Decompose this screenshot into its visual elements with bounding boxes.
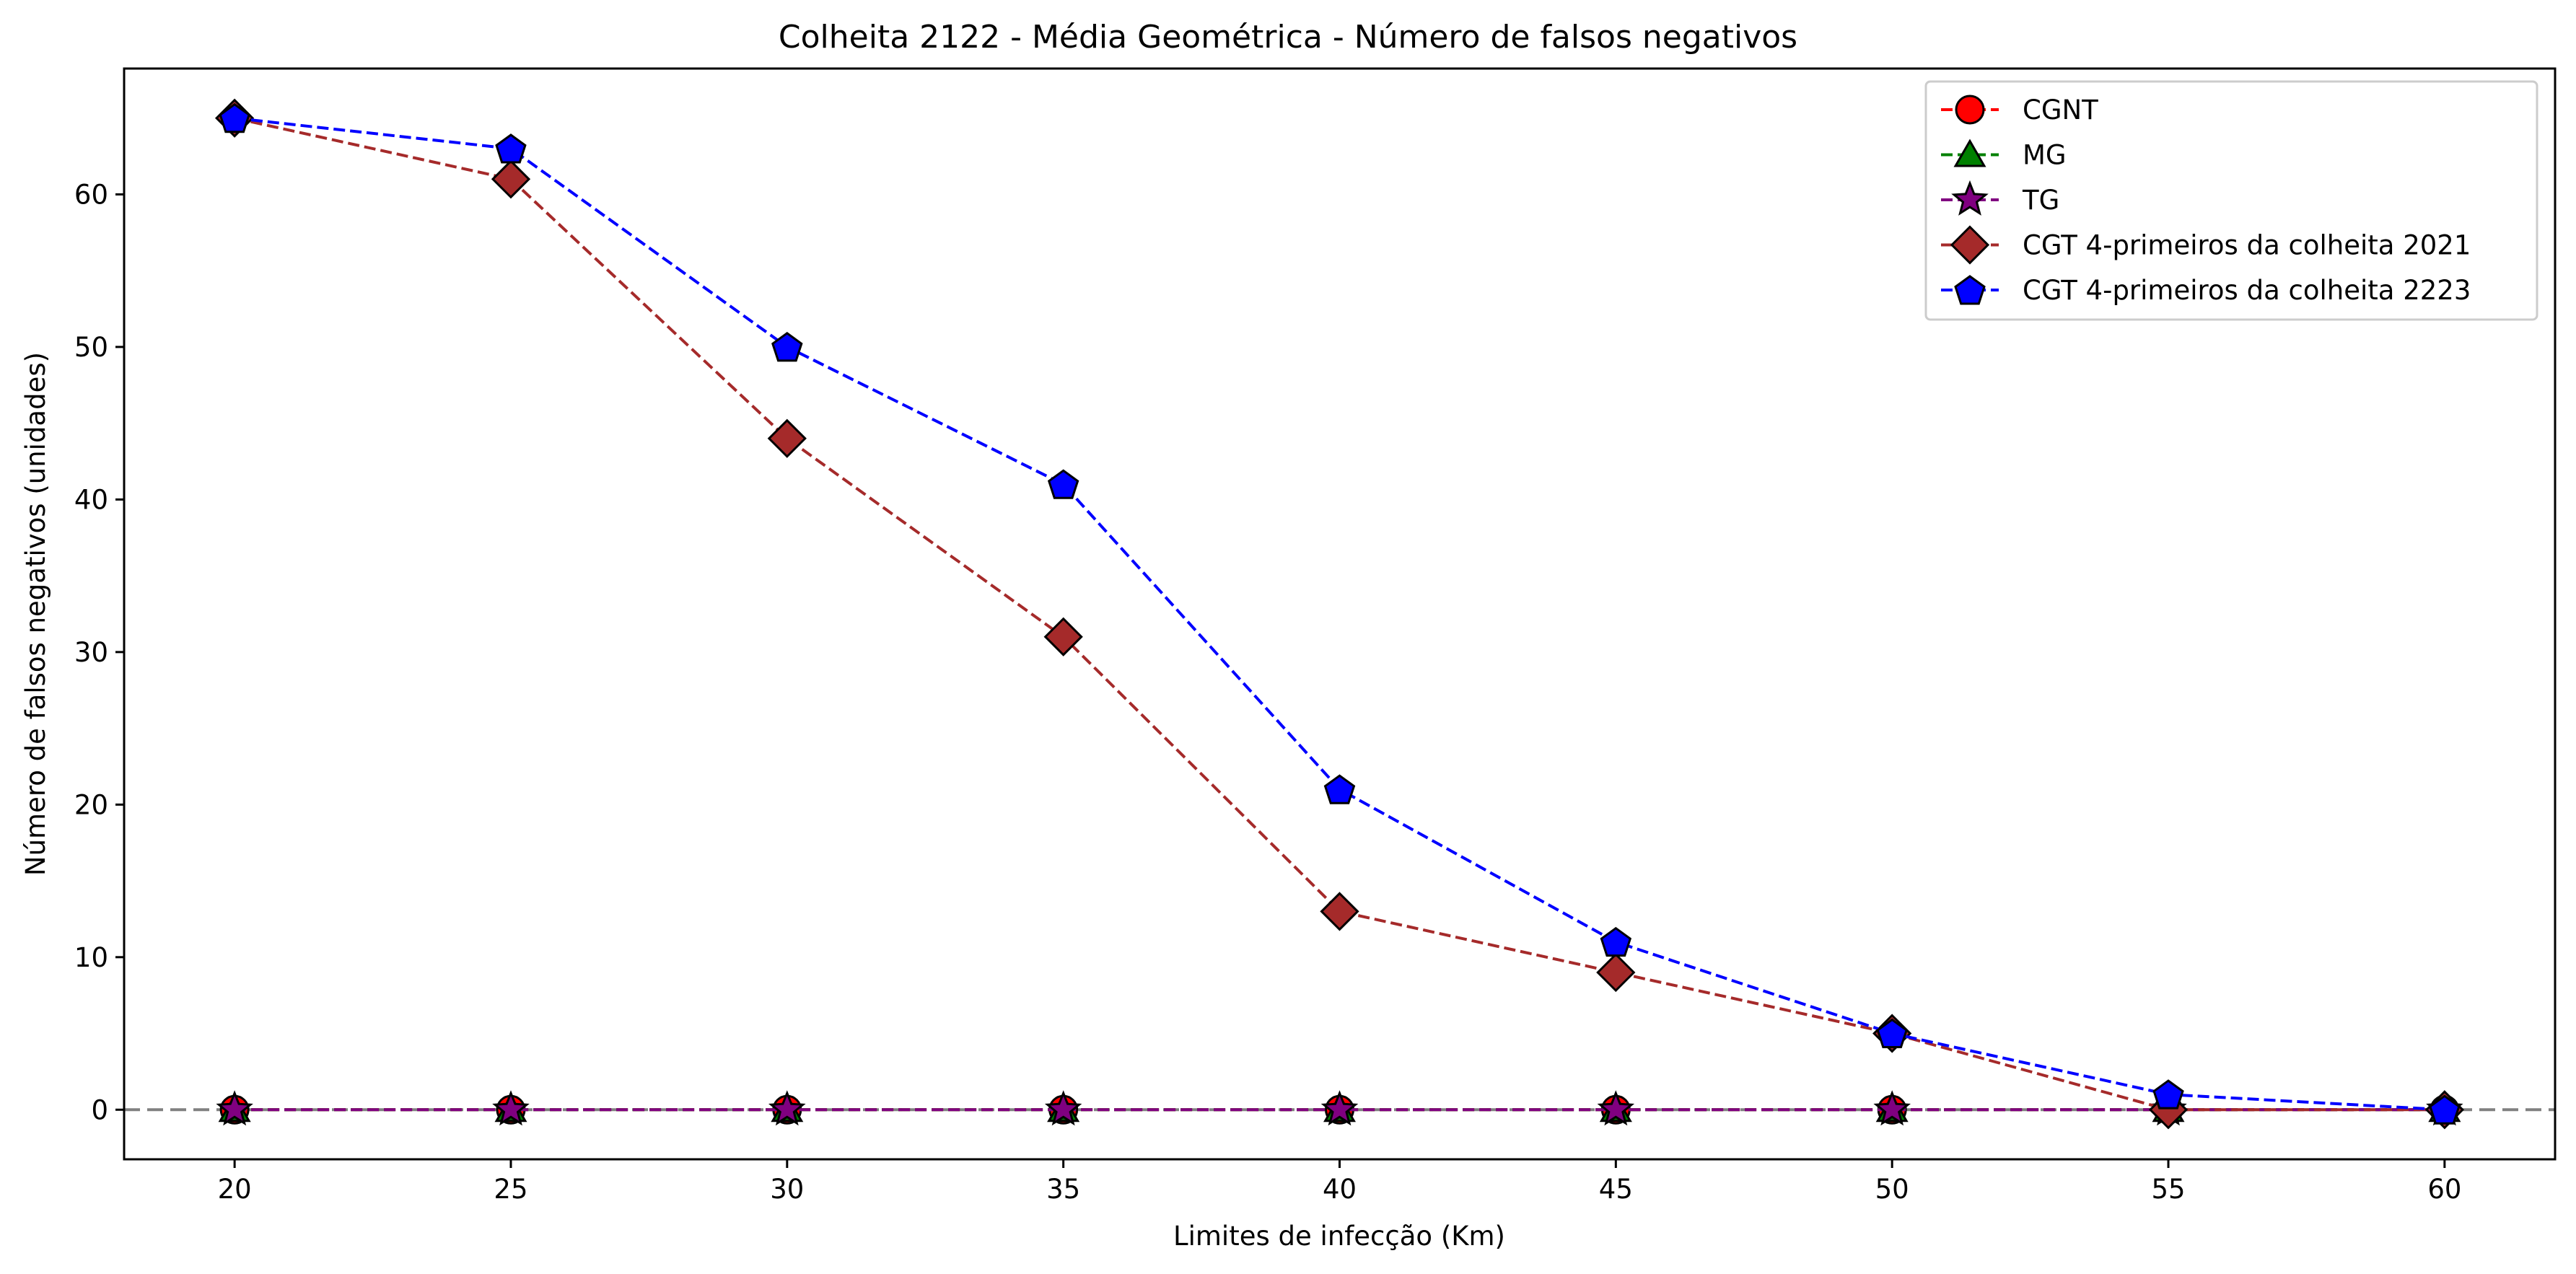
legend-label: MG xyxy=(2023,140,2067,171)
legend-label: CGT 4-primeiros da colheita 2021 xyxy=(2023,230,2471,261)
data-point xyxy=(771,332,803,362)
y-tick-label: 40 xyxy=(74,484,108,515)
y-tick-label: 20 xyxy=(74,789,108,820)
series-line xyxy=(234,116,2445,1112)
data-point xyxy=(2429,1094,2461,1125)
x-tick-label: 20 xyxy=(218,1174,252,1205)
y-axis-ticks: 0 10 20 30 40 50 60 xyxy=(74,179,124,1125)
x-axis-ticks: 20 25 30 35 40 45 50 55 60 xyxy=(218,1159,2461,1205)
x-tick-label: 55 xyxy=(2151,1174,2185,1205)
data-point xyxy=(1320,892,1359,931)
data-point xyxy=(768,1090,806,1126)
legend-item: MG xyxy=(1941,139,2067,171)
data-point xyxy=(1873,1090,1911,1126)
x-tick-label: 50 xyxy=(1875,1174,1909,1205)
y-tick-label: 10 xyxy=(74,942,108,973)
legend-box xyxy=(1924,80,2538,321)
data-point xyxy=(1323,774,1356,804)
legend-item: CGT 4-primeiros da colheita 2021 xyxy=(1941,225,2471,265)
data-point xyxy=(1320,1090,1359,1126)
y-tick-label: 0 xyxy=(91,1094,108,1125)
legend-marker xyxy=(1950,225,1990,265)
legend-label: CGT 4-primeiros da colheita 2223 xyxy=(2023,275,2471,306)
data-point xyxy=(2152,1079,2184,1110)
data-point xyxy=(767,418,807,458)
legend-item: CGT 4-primeiros da colheita 2223 xyxy=(1941,275,2471,306)
data-point xyxy=(1044,1090,1082,1126)
legend-label: CGNT xyxy=(2023,95,2098,126)
chart-title: Colheita 2122 - Média Geométrica - Númer… xyxy=(779,19,1797,56)
y-tick-label: 60 xyxy=(74,179,108,210)
data-point xyxy=(495,133,527,164)
y-tick-label: 50 xyxy=(74,332,108,363)
x-axis-label: Limites de infecção (Km) xyxy=(1173,1221,1505,1252)
data-point xyxy=(491,159,531,199)
data-point xyxy=(492,1090,530,1126)
data-point xyxy=(1876,1018,1908,1048)
legend-marker xyxy=(1955,95,1985,125)
legend: CGNT MG TG CGT 4-primeiros da colheita 2021… xyxy=(1924,80,2538,321)
data-point xyxy=(1597,1090,1635,1126)
data-point xyxy=(1043,617,1083,656)
data-point xyxy=(1596,952,1636,993)
x-tick-label: 60 xyxy=(2427,1174,2461,1205)
data-point xyxy=(216,1090,253,1126)
data-point xyxy=(219,102,250,133)
x-tick-label: 25 xyxy=(494,1174,527,1205)
data-point xyxy=(1047,469,1079,499)
x-tick-label: 30 xyxy=(770,1174,804,1205)
legend-label: TG xyxy=(2022,185,2059,216)
y-tick-label: 30 xyxy=(74,637,108,668)
legend-marker xyxy=(1954,275,1986,305)
legend-marker xyxy=(1953,139,1986,167)
series-cgt-4-primeiros-da-colheita-2223 xyxy=(219,102,2461,1125)
x-tick-label: 40 xyxy=(1323,1174,1357,1205)
legend-item: CGNT xyxy=(1941,95,2098,126)
y-axis-label: Número de falsos negativos (unidades) xyxy=(20,352,51,876)
plot-content xyxy=(124,98,2555,1130)
x-tick-label: 35 xyxy=(1046,1174,1080,1205)
x-tick-label: 45 xyxy=(1599,1174,1633,1205)
legend-marker xyxy=(1951,180,1989,216)
legend-item: TG xyxy=(1941,180,2059,216)
data-point xyxy=(1600,926,1632,957)
